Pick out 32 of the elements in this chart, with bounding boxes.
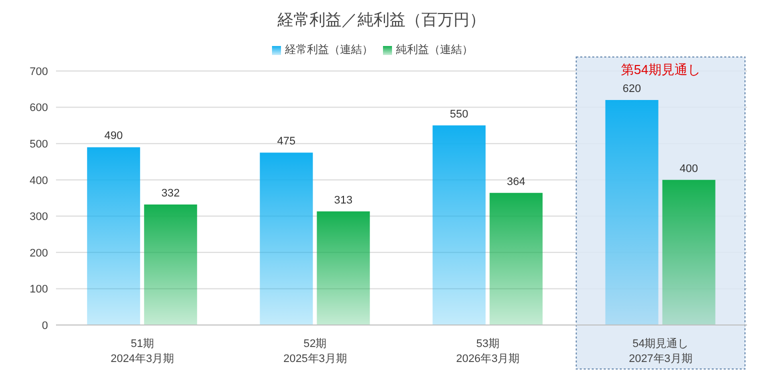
bar: [605, 100, 658, 325]
x-tick-label: 51期 2024年3月期: [110, 338, 174, 365]
bar: [662, 180, 716, 325]
chart-title: 経常利益／純利益（百万円）: [276, 10, 486, 31]
x-tick-label: 53期 2026年3月期: [456, 338, 520, 365]
x-tick-label: 54期見通し 2027年3月期: [628, 337, 692, 365]
bar: [260, 152, 313, 325]
bar: [490, 192, 543, 325]
y-tick-label: 300: [30, 211, 48, 224]
data-label: 313: [334, 194, 353, 206]
data-label: 400: [680, 162, 698, 175]
y-tick-label: 200: [30, 247, 48, 260]
data-label: 490: [104, 130, 123, 142]
y-tick-label: 400: [30, 174, 48, 187]
data-label: 475: [277, 136, 296, 148]
x-tick-label: 52期 2025年3月期: [283, 338, 347, 365]
data-label: 332: [161, 188, 180, 200]
bar: [432, 125, 486, 325]
bar: [316, 211, 370, 325]
y-tick-label: 600: [30, 102, 48, 114]
y-tick-label: 100: [30, 284, 48, 296]
data-label: 550: [450, 108, 468, 120]
bar: [144, 204, 198, 325]
y-tick-label: 0: [42, 320, 48, 332]
y-tick-label: 500: [30, 138, 48, 150]
y-tick-label: 700: [30, 66, 48, 78]
legend-label: 経常利益（連結）: [285, 44, 373, 56]
data-label: 364: [506, 176, 526, 188]
legend-label: 純利益（連結）: [396, 44, 473, 56]
band-label: 第54期見通し: [620, 62, 700, 77]
data-label: 620: [622, 83, 642, 96]
bar: [87, 147, 140, 325]
